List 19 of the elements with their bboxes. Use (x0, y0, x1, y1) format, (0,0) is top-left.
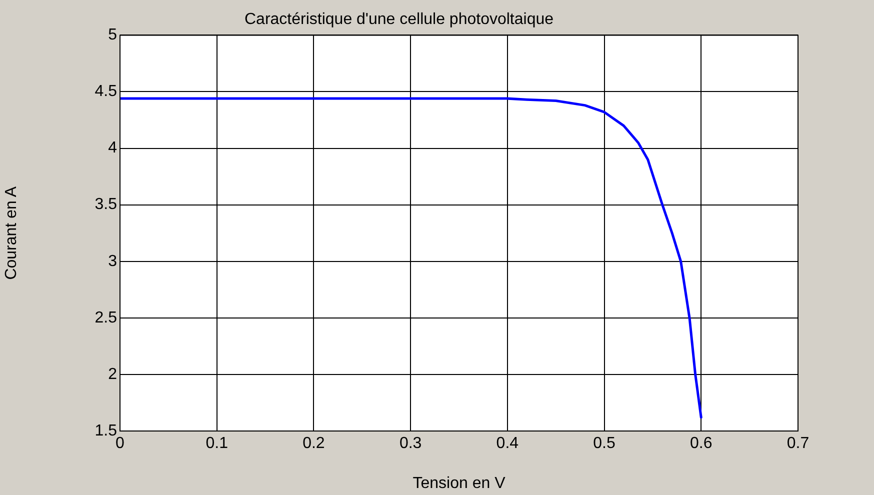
y-tick-label: 2 (108, 366, 118, 383)
x-tick-label: 0.7 (786, 435, 810, 452)
x-tick-label: 0.1 (206, 435, 228, 452)
y-tick-label: 5 (108, 26, 118, 44)
y-axis-title: Courant en A (3, 186, 20, 280)
chart-title: Caractéristique d'une cellule photovoltaique (244, 11, 554, 28)
x-axis-title: Tension en V (412, 474, 506, 492)
x-tick-label: 0.5 (593, 435, 616, 452)
x-tick-label: 0 (116, 435, 125, 452)
y-tick-label: 3 (108, 252, 118, 270)
y-tick-label: 3.5 (94, 196, 118, 214)
x-tick-label: 0.6 (690, 435, 712, 452)
y-tick-label: 4 (108, 140, 118, 157)
y-tick-label: 4.5 (94, 83, 118, 100)
x-tick-label: 0.4 (496, 435, 519, 452)
x-tick-label: 0.3 (399, 435, 422, 452)
x-tick-label: 0.2 (302, 435, 325, 452)
y-tick-label: 1.5 (94, 422, 118, 440)
y-tick-label: 2.5 (94, 309, 118, 326)
